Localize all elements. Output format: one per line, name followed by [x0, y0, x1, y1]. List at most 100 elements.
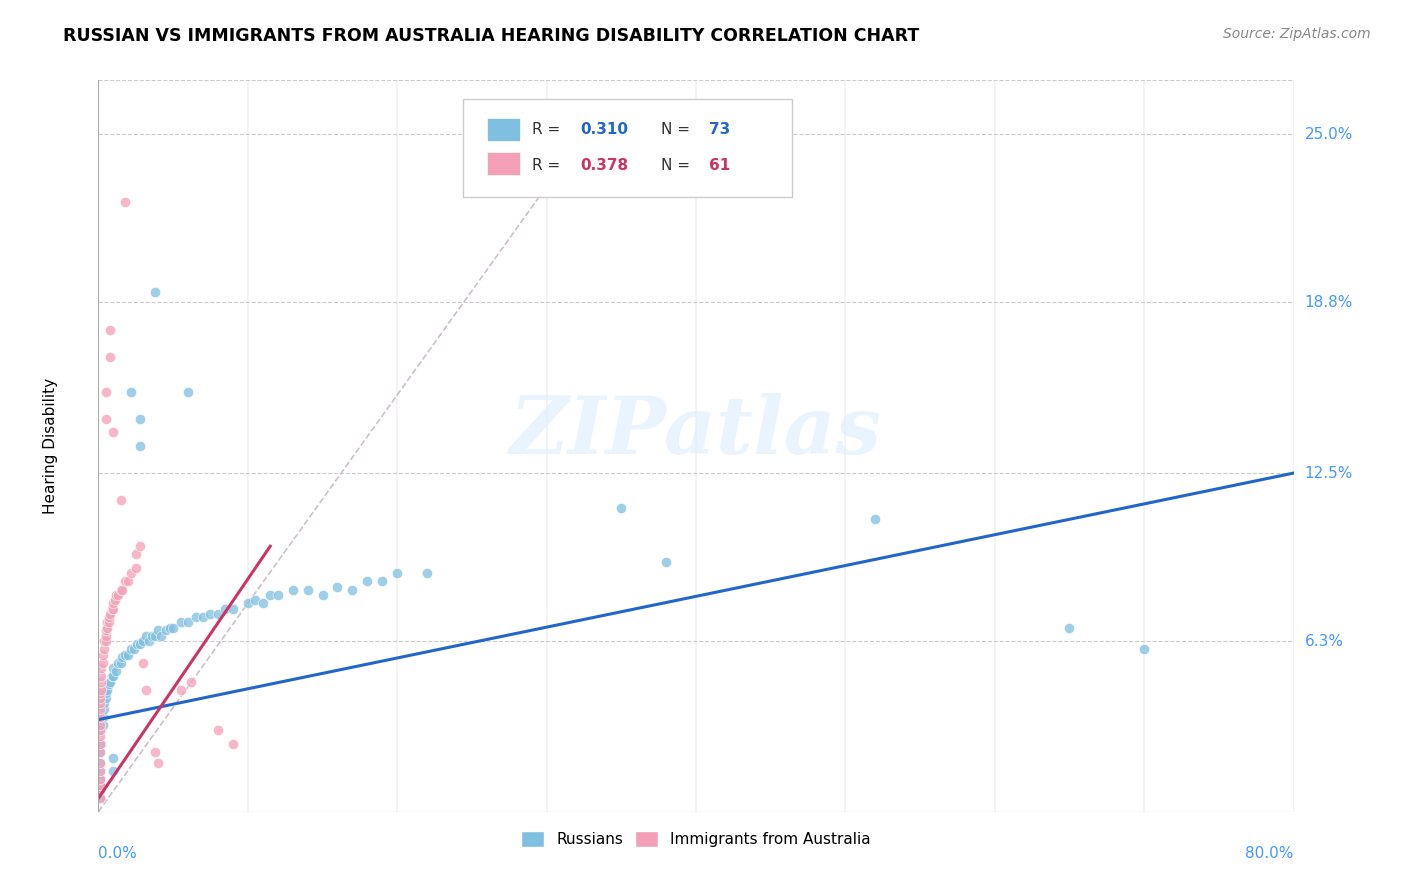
Point	[97, 677, 120, 691]
Point	[150, 629, 173, 643]
Point	[162, 620, 184, 634]
Point	[94, 624, 117, 638]
Point	[89, 764, 111, 778]
Point	[191, 609, 214, 624]
Point	[114, 648, 136, 662]
Point	[141, 629, 163, 643]
Point	[89, 697, 111, 711]
Point	[125, 547, 148, 561]
Text: R =: R =	[533, 159, 565, 173]
Point	[129, 412, 152, 426]
Text: 80.0%: 80.0%	[1246, 847, 1294, 862]
Point	[103, 669, 125, 683]
Point	[94, 412, 117, 426]
Point	[120, 384, 142, 399]
Point	[159, 620, 181, 634]
Point	[155, 624, 177, 638]
Point	[91, 656, 114, 670]
Point	[89, 756, 111, 770]
Point	[103, 425, 125, 440]
Point	[91, 718, 114, 732]
Point	[111, 650, 134, 665]
Point	[1133, 642, 1156, 657]
Point	[93, 642, 115, 657]
Point	[90, 661, 112, 675]
Point	[91, 710, 114, 724]
Bar	[486, 118, 520, 141]
Point	[89, 718, 111, 732]
Point	[89, 791, 111, 805]
Point	[114, 195, 136, 210]
Point	[103, 596, 125, 610]
Bar	[486, 152, 520, 176]
Point	[89, 772, 111, 787]
Point	[132, 634, 155, 648]
Point	[326, 580, 349, 594]
Point	[101, 601, 124, 615]
Point	[135, 629, 157, 643]
Point	[105, 664, 128, 678]
Point	[93, 697, 115, 711]
Text: 25.0%: 25.0%	[1305, 127, 1353, 142]
Point	[132, 656, 155, 670]
FancyBboxPatch shape	[463, 99, 792, 197]
Point	[89, 764, 111, 778]
Point	[103, 764, 125, 778]
Point	[89, 791, 111, 805]
Text: 0.310: 0.310	[581, 122, 628, 136]
Point	[103, 601, 125, 615]
Point	[89, 729, 111, 743]
Point	[90, 723, 112, 738]
Point	[416, 566, 439, 581]
Point	[124, 642, 146, 657]
Point	[98, 322, 122, 336]
Text: ZIPatlas: ZIPatlas	[510, 392, 882, 470]
Point	[385, 566, 409, 581]
Point	[267, 588, 290, 602]
Point	[94, 690, 117, 705]
Point	[91, 648, 114, 662]
Point	[107, 588, 129, 602]
Point	[94, 384, 117, 399]
Text: N =: N =	[661, 122, 695, 136]
Point	[169, 615, 191, 629]
Point	[143, 285, 166, 299]
Point	[97, 609, 120, 624]
Point	[89, 702, 111, 716]
Point	[96, 620, 118, 634]
Point	[252, 596, 274, 610]
Point	[89, 745, 111, 759]
Point	[117, 574, 139, 589]
Point	[245, 593, 267, 607]
Point	[356, 574, 378, 589]
Point	[110, 493, 132, 508]
Point	[98, 674, 122, 689]
Point	[236, 596, 259, 610]
Point	[89, 783, 111, 797]
Point	[89, 783, 111, 797]
Point	[97, 615, 120, 629]
Point	[184, 609, 207, 624]
Point	[89, 737, 111, 751]
Point	[101, 669, 124, 683]
Point	[96, 682, 118, 697]
Point	[180, 674, 202, 689]
Point	[143, 745, 166, 759]
Point	[94, 634, 117, 648]
Point	[207, 723, 229, 738]
Point	[89, 772, 111, 787]
Point	[129, 637, 152, 651]
Point	[655, 556, 678, 570]
Point	[311, 588, 333, 602]
Text: N =: N =	[661, 159, 695, 173]
Point	[96, 615, 118, 629]
Text: Source: ZipAtlas.com: Source: ZipAtlas.com	[1223, 27, 1371, 41]
Point	[610, 501, 633, 516]
Point	[138, 634, 160, 648]
Point	[120, 642, 142, 657]
Point	[94, 685, 117, 699]
Point	[169, 682, 191, 697]
Text: 61: 61	[709, 159, 730, 173]
Point	[89, 756, 111, 770]
Point	[89, 690, 111, 705]
